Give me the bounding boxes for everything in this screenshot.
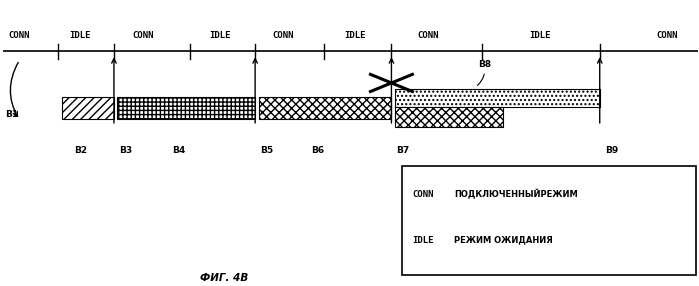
Text: B8: B8 bbox=[477, 60, 491, 86]
Text: РЕЖИМ ОЖИДАНИЯ: РЕЖИМ ОЖИДАНИЯ bbox=[454, 236, 553, 245]
Text: ФИГ. 4В: ФИГ. 4В bbox=[199, 273, 248, 283]
Text: CONN: CONN bbox=[9, 31, 30, 40]
Bar bbox=[395, 89, 600, 107]
Text: B1: B1 bbox=[6, 110, 19, 119]
Text: CONN: CONN bbox=[273, 31, 294, 40]
Bar bbox=[259, 97, 391, 119]
Text: ПОДКЛЮЧЕННЫЙРЕЖИМ: ПОДКЛЮЧЕННЫЙРЕЖИМ bbox=[454, 189, 578, 200]
Text: B2: B2 bbox=[75, 146, 87, 155]
Text: CONN: CONN bbox=[657, 31, 678, 40]
Text: B7: B7 bbox=[396, 146, 410, 155]
Text: CONN: CONN bbox=[417, 31, 438, 40]
Text: B9: B9 bbox=[605, 146, 618, 155]
Text: IDLE: IDLE bbox=[210, 31, 231, 40]
Text: IDLE: IDLE bbox=[70, 31, 91, 40]
Text: CONN: CONN bbox=[133, 31, 154, 40]
Text: B4: B4 bbox=[173, 146, 185, 155]
Text: IDLE: IDLE bbox=[345, 31, 366, 40]
Text: B6: B6 bbox=[312, 146, 324, 155]
Text: B3: B3 bbox=[119, 146, 132, 155]
Text: CONN: CONN bbox=[412, 190, 434, 199]
Bar bbox=[402, 166, 696, 275]
Text: IDLE: IDLE bbox=[412, 236, 434, 245]
Text: IDLE: IDLE bbox=[529, 31, 550, 40]
Text: B5: B5 bbox=[260, 146, 273, 155]
Bar bbox=[395, 107, 503, 127]
Bar bbox=[62, 97, 114, 119]
Bar bbox=[117, 97, 255, 119]
